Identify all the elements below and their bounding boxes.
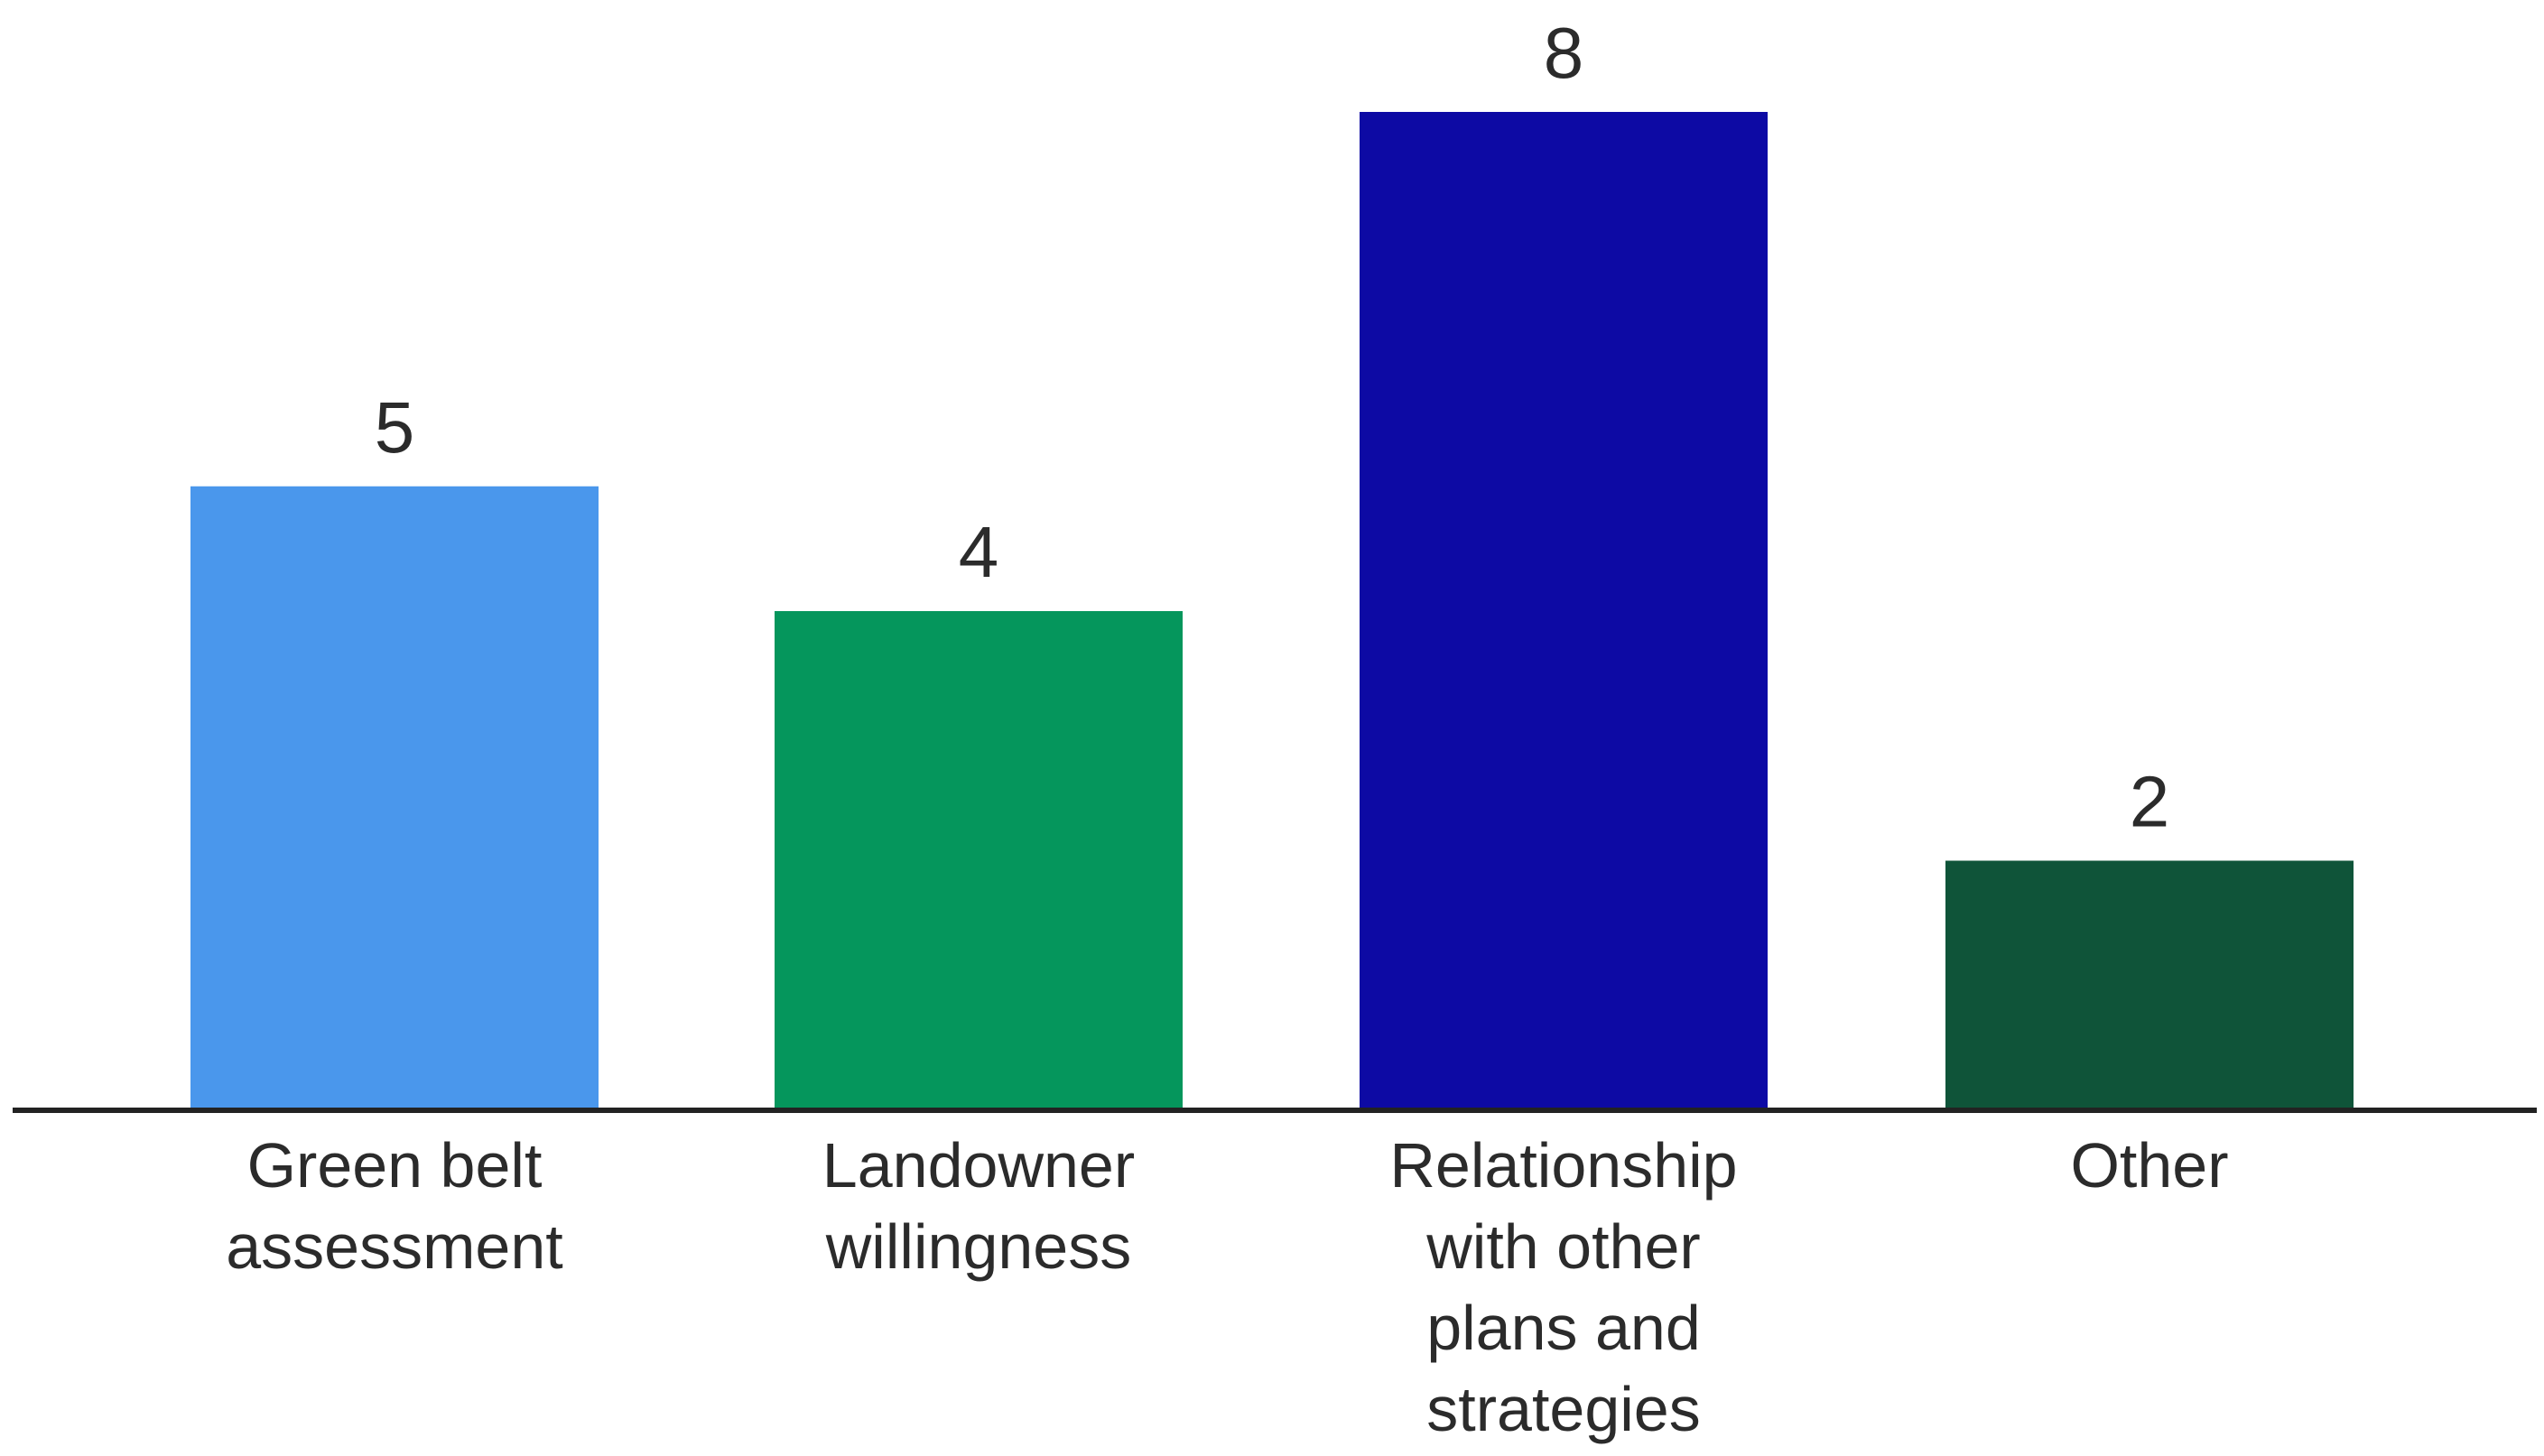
x-tick-label-1: Green belt assessment xyxy=(226,1130,562,1282)
x-tick-label-4-line-1: Other xyxy=(2070,1130,2228,1201)
bar-4 xyxy=(1945,860,2354,1110)
x-tick-labels-group: Green belt assessment Landowner willingness… xyxy=(226,1130,2228,1444)
bar-3 xyxy=(1360,112,1768,1110)
x-tick-label-3-line-1: Relationship xyxy=(1389,1130,1737,1201)
bar-2 xyxy=(775,611,1183,1110)
x-tick-label-4: Other xyxy=(2070,1130,2228,1201)
x-tick-label-2: Landowner willingness xyxy=(822,1130,1135,1282)
x-tick-label-1-line-1: Green belt xyxy=(247,1130,543,1201)
value-labels-group: 5 4 8 2 xyxy=(375,13,2170,842)
x-tick-label-3: Relationship with other plans and strategie… xyxy=(1389,1130,1737,1444)
value-label-2: 4 xyxy=(959,512,999,592)
bars-group xyxy=(190,112,2354,1110)
x-tick-label-1-line-2: assessment xyxy=(226,1211,562,1282)
x-tick-label-2-line-1: Landowner xyxy=(822,1130,1135,1201)
x-tick-label-3-line-4: strategies xyxy=(1426,1374,1700,1444)
value-label-1: 5 xyxy=(375,387,415,468)
x-tick-label-2-line-2: willingness xyxy=(825,1211,1131,1282)
value-label-4: 2 xyxy=(2130,762,2170,842)
x-tick-label-3-line-3: plans and xyxy=(1426,1293,1701,1363)
x-tick-label-3-line-2: with other xyxy=(1425,1211,1700,1282)
value-label-3: 8 xyxy=(1544,13,1584,93)
bar-1 xyxy=(190,486,599,1110)
